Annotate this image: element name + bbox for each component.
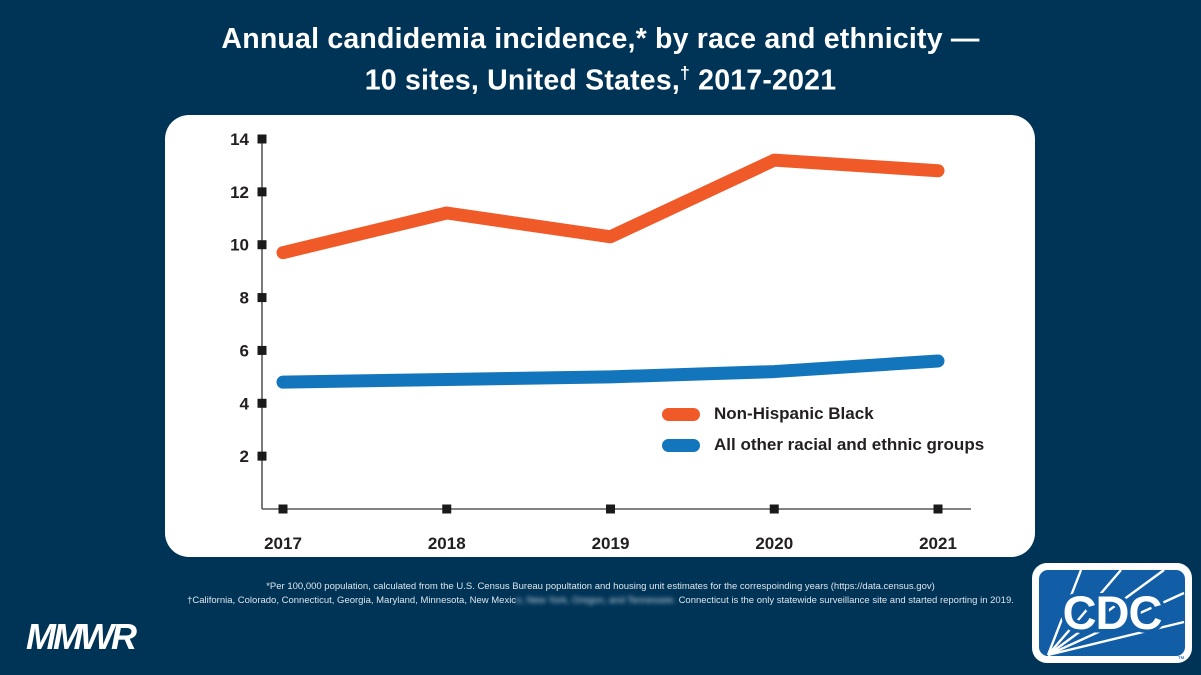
title-line-2-years: 2017-2021: [690, 64, 837, 97]
x-tick-label: 2021: [919, 534, 957, 553]
y-tick-marker: [257, 451, 267, 461]
mmwr-logo: MMWR: [26, 616, 137, 657]
legend-item-non-hispanic-black: Non-Hispanic Black: [662, 404, 984, 424]
x-tick-marker: [769, 504, 779, 514]
series-line-non-hispanic-black: [276, 153, 945, 260]
legend-label-all-other-groups: All other racial and ethnic groups: [714, 435, 985, 454]
x-tick-marker: [933, 504, 943, 514]
legend-swatch-blue: [662, 438, 700, 452]
footnote-dagger-prefix: †California, Colorado, Connecticut, Geor…: [187, 594, 517, 606]
x-tick-label: 2019: [592, 534, 630, 553]
y-tick-label: 8: [240, 289, 249, 308]
footnote-asterisk: *Per 100,000 population, calculated from…: [266, 581, 935, 592]
x-tick-label: 2017: [264, 534, 302, 553]
cdc-logo: CDC ™: [1032, 563, 1192, 663]
legend-item-all-other-groups: All other racial and ethnic groups: [662, 435, 984, 455]
x-tick-marker: [278, 504, 288, 514]
footnote-dagger: †California, Colorado, Connecticut, Geor…: [0, 594, 1201, 608]
title-line-1: Annual candidemia incidence,* by race an…: [221, 23, 980, 55]
y-tick-label: 14: [230, 130, 249, 149]
y-tick-marker: [257, 240, 267, 250]
chart-title: Annual candidemia incidence,* by race an…: [0, 22, 1201, 98]
cdc-logo-text: CDC: [1063, 586, 1162, 639]
y-tick-label: 10: [230, 236, 249, 255]
y-tick-label: 6: [240, 341, 249, 360]
y-tick-marker: [257, 293, 267, 303]
legend-swatch-orange: [662, 407, 700, 421]
y-tick-label: 4: [240, 394, 250, 413]
title-line-2: 10 sites, United States,† 2017-2021: [0, 56, 1201, 98]
series-line-all-other-racial-and-ethnic-groups: [276, 354, 945, 389]
chart-card: 2 4 6 8 10 12 14 2017 2018 2019 2020 2021 Non-Hispa…: [165, 115, 1035, 557]
legend-label-non-hispanic-black: Non-Hispanic Black: [714, 404, 874, 423]
y-tick-marker: [257, 398, 267, 408]
y-tick-label: 12: [230, 183, 249, 202]
footnotes: *Per 100,000 population, calculated from…: [0, 580, 1201, 607]
redacted-text: o, New York, Oregon, and Tennessee.: [516, 594, 679, 606]
footnote-dagger-suffix: Connecticut is the only statewide survei…: [678, 594, 1014, 606]
x-tick-marker: [442, 504, 452, 514]
dagger-symbol: †: [680, 63, 691, 83]
y-tick-marker: [257, 345, 267, 355]
line-chart: 2 4 6 8 10 12 14 2017 2018 2019 2020 2021: [230, 130, 971, 553]
chart-legend: Non-Hispanic Black All other racial and …: [662, 404, 984, 466]
cdc-trademark: ™: [1178, 656, 1185, 663]
y-tick-marker: [257, 187, 267, 197]
x-tick-label: 2018: [428, 534, 466, 553]
y-tick-marker: [257, 134, 267, 144]
title-line-2-text: 10 sites, United States,: [364, 64, 680, 97]
x-tick-label: 2020: [755, 534, 793, 553]
cdc-logo-rays: [1046, 569, 1185, 657]
y-tick-label: 2: [240, 447, 249, 466]
x-tick-marker: [606, 504, 615, 514]
